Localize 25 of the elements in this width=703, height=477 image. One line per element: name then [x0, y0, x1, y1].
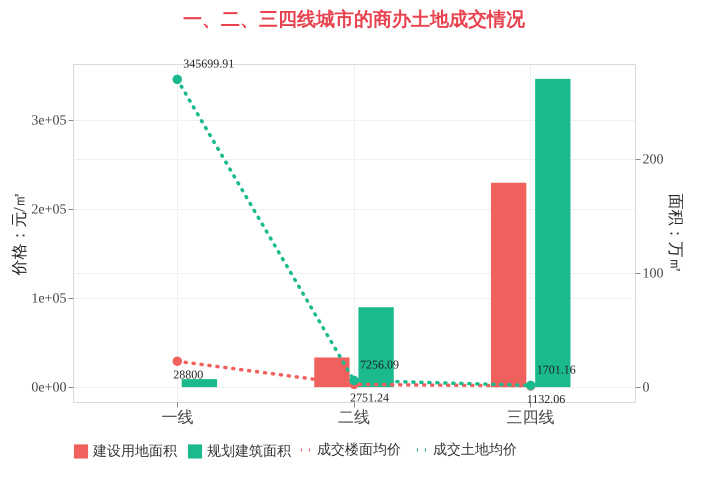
- point: [349, 376, 359, 386]
- data-label: 345699.91: [183, 56, 234, 70]
- bar: [182, 379, 218, 388]
- data-label: 2751.24: [350, 390, 389, 404]
- y2-tick-label: 100: [642, 266, 664, 282]
- x-tick-label: 三四线: [506, 408, 555, 426]
- y-axis-title: 价格：元/㎡: [11, 191, 28, 277]
- y2-tick-label: 200: [642, 152, 664, 168]
- chart-title: 一、二、三四线城市的商办土地成交情况: [183, 8, 526, 30]
- legend-label: 成交土地均价: [433, 442, 517, 458]
- y-tick-label: 3e+05: [31, 114, 66, 129]
- data-label: 28800: [173, 367, 204, 382]
- data-label: 1132.06: [526, 392, 566, 406]
- y-tick-label: 2e+05: [31, 202, 66, 218]
- y-tick-label: 0e+00: [31, 380, 66, 396]
- point: [172, 356, 182, 366]
- y2-tick-label: 0: [642, 380, 650, 396]
- y-tick-label: 1e+05: [31, 291, 66, 306]
- y2-axis-title: 面积：万㎡: [666, 194, 684, 274]
- legend-label: 成交楼面均价: [317, 442, 401, 458]
- x-tick-label: 二线: [338, 408, 370, 426]
- legend-label: 规划建筑面积: [207, 443, 291, 460]
- point: [172, 74, 182, 84]
- x-tick-label: 一线: [161, 408, 194, 426]
- legend-label: 建设用地面积: [92, 443, 177, 460]
